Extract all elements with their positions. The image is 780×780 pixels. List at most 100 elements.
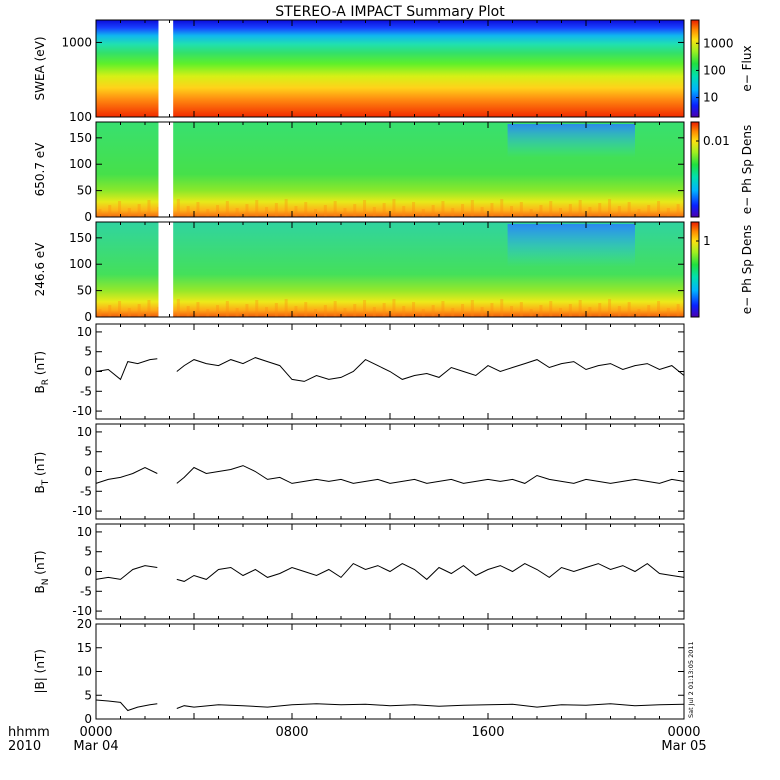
flux-streak xyxy=(598,303,602,317)
flux-streak xyxy=(382,303,386,317)
flux-streak xyxy=(245,304,249,317)
flux-streak xyxy=(245,204,249,217)
flux-streak xyxy=(127,208,131,217)
y-tick-label: 100 xyxy=(69,110,92,124)
flux-streak xyxy=(176,299,180,317)
panel-pad-650: 0.01 e− Ph Sp Dens 650.7 eV 0 50 100 150 xyxy=(33,121,754,224)
flux-streak xyxy=(363,300,367,317)
flux-streak xyxy=(274,203,278,217)
flux-streak xyxy=(206,209,210,217)
flux-streak xyxy=(490,203,494,217)
flux-streak xyxy=(617,206,621,217)
colorbar xyxy=(690,221,700,318)
flux-streak xyxy=(333,201,337,217)
flux-streak xyxy=(539,205,543,217)
flux-streak xyxy=(578,200,582,217)
flux-streak xyxy=(568,304,572,317)
flux-streak xyxy=(519,202,523,217)
flux-streak xyxy=(176,199,180,217)
flux-streak xyxy=(118,201,122,217)
plot-title: STEREO-A IMPACT Summary Plot xyxy=(275,4,505,20)
flux-streak xyxy=(421,209,425,217)
flux-streak xyxy=(608,299,612,317)
flux-streak xyxy=(657,301,661,317)
flux-streak xyxy=(666,308,670,317)
flux-streak xyxy=(216,305,220,317)
y-tick-label: 50 xyxy=(77,184,92,198)
flux-streak xyxy=(529,309,533,317)
flux-streak xyxy=(255,300,259,317)
flux-streak xyxy=(343,308,347,317)
flux-streak xyxy=(343,208,347,217)
y-tick-label: 10 xyxy=(77,525,92,539)
flux-streak xyxy=(461,304,465,317)
flux-streak xyxy=(353,204,357,217)
flux-streak xyxy=(549,301,553,317)
flux-streak xyxy=(441,201,445,217)
flux-streak xyxy=(480,207,484,217)
flux-streak xyxy=(421,309,425,317)
flux-streak xyxy=(333,301,337,317)
flux-streak xyxy=(314,209,318,217)
colorbar-label: e− Flux xyxy=(740,45,754,91)
y-tick-label: 100 xyxy=(69,257,92,271)
flux-streak xyxy=(323,205,327,217)
y-tick-label: 100 xyxy=(69,157,92,171)
flux-streak xyxy=(196,202,200,217)
panel-swea-spectrogram: 10 100 1000 e− Flux SWEA (eV) 100 1000 xyxy=(33,19,754,124)
flux-streak xyxy=(657,201,661,217)
flux-streak xyxy=(510,306,514,317)
flux-streak xyxy=(304,302,308,317)
y-tick-label: 0 xyxy=(84,365,92,379)
y-tick-label: 50 xyxy=(77,284,92,298)
x-tick-label: 1600 xyxy=(471,725,504,740)
flux-streak xyxy=(412,302,416,317)
flux-streak xyxy=(186,206,190,217)
flux-streak xyxy=(529,209,533,217)
panel-frame xyxy=(95,423,685,520)
flux-streak xyxy=(225,201,229,217)
flux-streak xyxy=(559,308,563,317)
x-tick-label: 0000 xyxy=(79,725,112,740)
y-tick-label: 15 xyxy=(77,641,92,655)
y-tick-label: 150 xyxy=(69,131,92,145)
y-tick-label: 5 xyxy=(84,688,92,702)
panel-bn: BN (nT) -10 -5 0 5 10 xyxy=(33,523,685,620)
flux-streak xyxy=(216,205,220,217)
y-tick-label: 20 xyxy=(77,617,92,631)
flux-streak xyxy=(500,299,504,317)
flux-streak xyxy=(549,201,553,217)
flux-streak xyxy=(500,199,504,217)
flux-streak xyxy=(294,306,298,317)
y-tick-label: 150 xyxy=(69,231,92,245)
flux-streak xyxy=(382,203,386,217)
flux-streak xyxy=(284,299,288,317)
depletion-region xyxy=(507,124,635,158)
x-tick-label: 0800 xyxy=(275,725,308,740)
flux-streak xyxy=(98,209,102,217)
y-tick-label: -10 xyxy=(72,604,92,618)
flux-streak xyxy=(225,301,229,317)
colorbar-tick-label: 1 xyxy=(703,234,711,248)
y-tick-label: 0 xyxy=(84,565,92,579)
y-tick-label: -10 xyxy=(72,504,92,518)
data-gap xyxy=(158,122,174,217)
flux-streak xyxy=(637,209,641,217)
y-tick-label: 0 xyxy=(84,210,92,224)
flux-streak xyxy=(470,200,474,217)
flux-streak xyxy=(206,309,210,317)
flux-streak xyxy=(627,302,631,317)
flux-streak xyxy=(118,301,122,317)
flux-streak xyxy=(617,306,621,317)
spectrogram-field xyxy=(96,20,684,117)
flux-streak xyxy=(451,208,455,217)
colorbar xyxy=(690,19,700,118)
flux-streak xyxy=(98,309,102,317)
flux-streak xyxy=(323,305,327,317)
depletion-region xyxy=(507,224,635,267)
flux-streak xyxy=(451,308,455,317)
flux-streak xyxy=(578,300,582,317)
flux-streak xyxy=(431,205,435,217)
